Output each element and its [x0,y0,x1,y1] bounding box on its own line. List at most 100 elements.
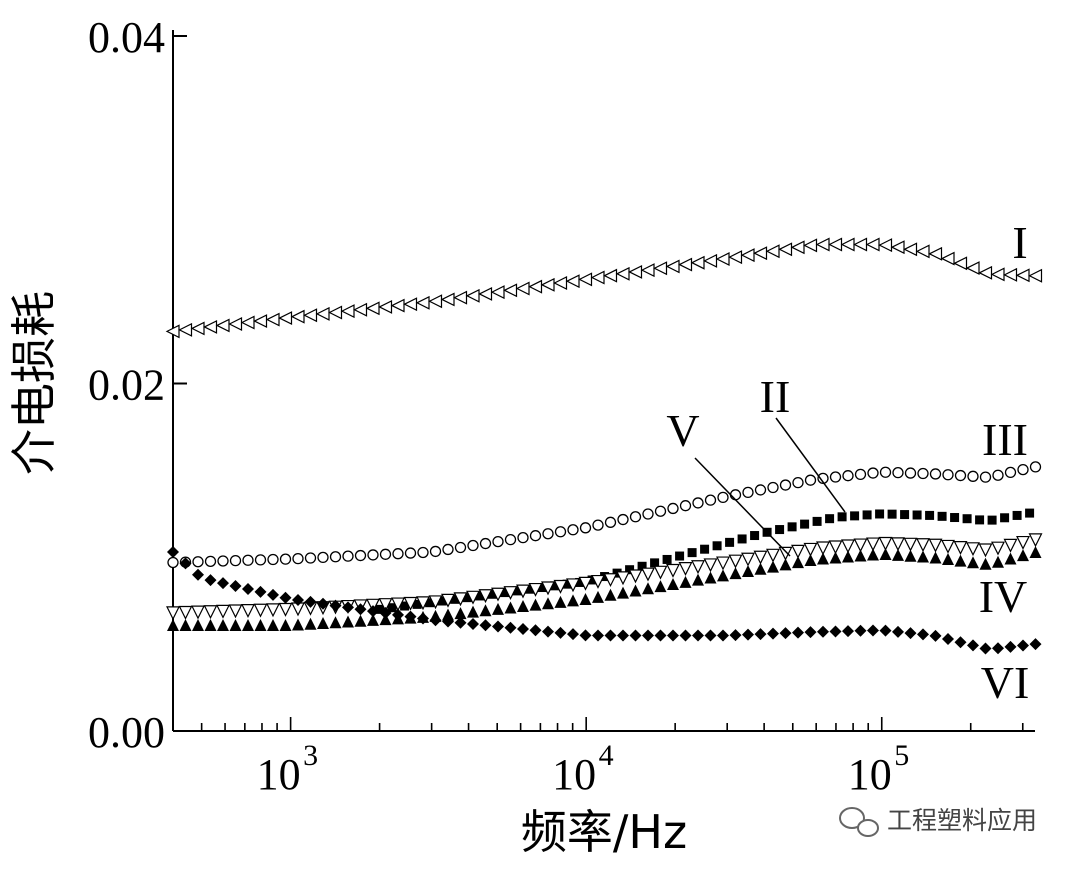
marker-II [437,596,447,606]
marker-VI [879,624,892,637]
marker-II [1012,510,1022,520]
marker-IV [654,580,667,593]
marker-VI [279,591,292,604]
series-label-I: I [1012,217,1027,268]
marker-III [842,470,854,482]
marker-V [578,576,593,591]
marker-I [953,256,968,271]
marker-V [941,539,955,554]
marker-II [487,589,497,599]
marker-IV [854,549,867,562]
marker-VI [404,610,417,623]
marker-IV [267,619,279,632]
marker-V [991,541,1005,556]
marker-III [367,549,379,561]
marker-V [778,546,793,561]
marker-III [279,553,292,565]
marker-IV [692,573,704,586]
marker-IV [742,564,754,577]
marker-VI [342,601,354,614]
marker-III [992,469,1004,481]
marker-III [317,551,329,564]
marker-III [329,551,342,563]
marker-I [340,304,355,319]
marker-VI [767,627,779,640]
marker-VI [904,627,917,640]
marker-III [429,545,442,558]
marker-I [765,244,780,259]
marker-III [854,468,867,481]
marker-VI [717,629,729,642]
marker-IV [992,555,1004,568]
x-tick-label: 10 3 [257,739,319,799]
marker-V [728,554,743,569]
marker-I [928,246,943,261]
series-label-IV: IV [979,571,1028,622]
marker-I [915,244,930,259]
marker-IV [517,600,529,613]
marker-IV [167,619,179,632]
marker-IV [217,619,229,632]
marker-VI [517,623,529,636]
marker-I [1028,268,1043,283]
marker-IV [867,548,879,561]
marker-II [837,512,847,522]
marker-VI [267,588,279,601]
marker-III [579,522,592,534]
marker-V [503,586,518,601]
marker-III [779,479,792,491]
marker-VI [304,595,317,608]
marker-I [265,312,280,327]
marker-VI [867,624,879,637]
x-tick-base: 10 [257,750,301,799]
marker-VI [792,626,804,639]
marker-I [753,246,768,261]
marker-III [192,556,204,568]
marker-I [578,272,593,287]
marker-V [628,569,643,584]
marker-IV [667,577,679,590]
marker-VI [742,628,754,641]
marker-V [853,538,868,553]
marker-IV [254,619,267,632]
wechat-bubble-large [839,807,865,829]
marker-VI [642,629,654,642]
marker-III [742,486,754,499]
marker-VI [729,629,742,642]
marker-I [690,255,705,270]
marker-III [529,530,542,542]
marker-VI [242,582,254,595]
marker-II [412,599,422,609]
marker-II [700,544,710,554]
marker-II [450,594,460,604]
marker-III [1017,463,1029,476]
marker-IV [617,586,629,599]
marker-IV [342,615,354,628]
marker-V [703,558,718,573]
marker-II [637,561,647,571]
marker-VI [217,577,229,590]
marker-II [687,548,697,558]
marker-IV [642,582,654,595]
marker-II [400,601,410,611]
marker-II [512,586,522,596]
marker-II [662,554,672,564]
marker-I [828,237,843,252]
marker-VI [779,627,792,640]
marker-V [1003,538,1018,553]
marker-VI [979,642,992,655]
marker-VI [917,628,929,641]
marker-IV [1017,549,1029,562]
marker-IV [679,575,692,588]
marker-IV [242,619,254,632]
marker-I [865,237,880,252]
marker-IV [604,588,617,601]
marker-VI [429,614,442,627]
marker-IV [1004,552,1017,565]
marker-III [692,497,704,509]
marker-IV [567,594,579,607]
marker-III [867,467,879,479]
marker-I [240,315,255,330]
marker-III [292,552,304,565]
